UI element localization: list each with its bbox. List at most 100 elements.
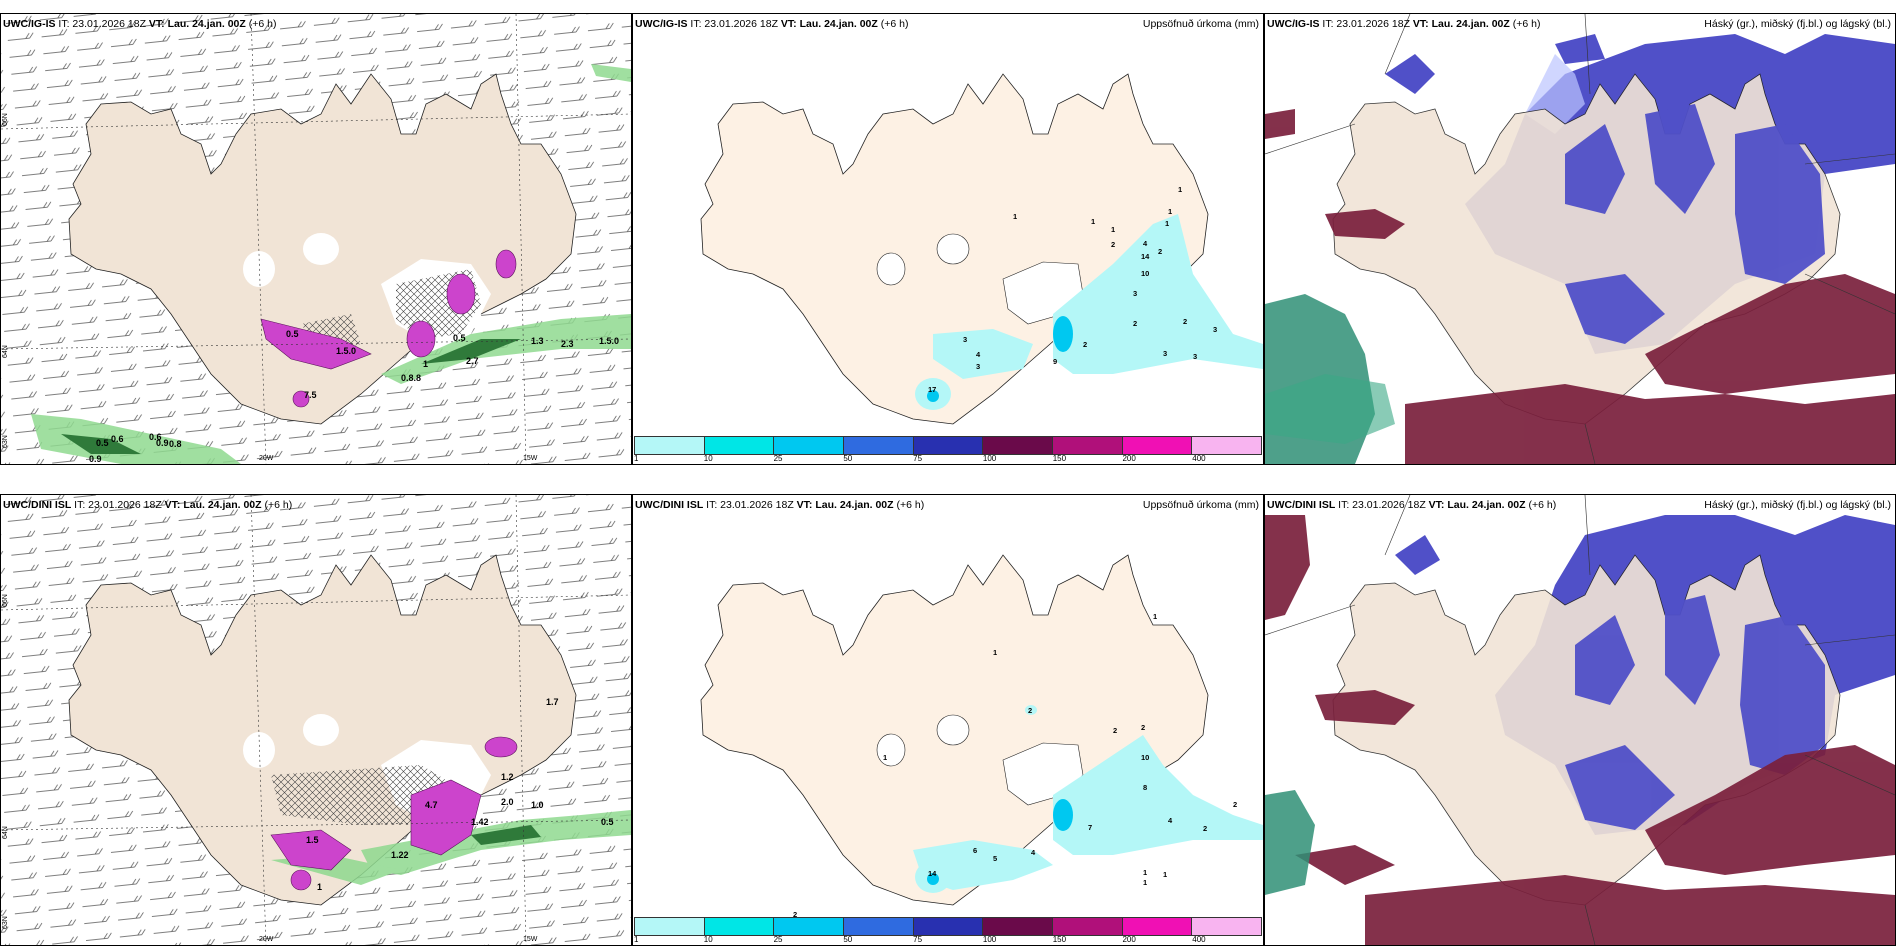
legend-swatch-75 [913,437,984,454]
precip-value: 2 [1133,319,1137,328]
precip-value: 3 [1213,325,1217,334]
precip-map-top: 1 1 1 1 2 4 14 10 3 1 2 2 2 3 3 3 3 4 3 … [700,73,1263,425]
precip-value: 7 [1088,823,1092,832]
snow-label: 1.7 [546,697,559,707]
low-cloud-blue-over-land [1565,595,1825,830]
mid-cloud-maroon [1265,109,1895,464]
precip-value: 3 [963,335,967,344]
precip-legend: 1 10 25 50 75 100 150 200 400 [633,436,1263,464]
panel-variable-title: Háský (gr.), miðský (fj.bl.) og lágský (… [1704,18,1891,30]
lat-label-63n: 63N [2,916,9,929]
precip-value: 1 [1111,225,1115,234]
panel-variable-title: Uppsöfnuð úrkoma (mm) [1142,499,1259,511]
snow-label: 1.5.0 [336,346,356,356]
precip-value: 1 [1143,878,1147,887]
precip-value: 3 [1193,352,1197,361]
cloud-map-top [1265,14,1895,464]
low-cloud-blue-over-land [1565,104,1825,344]
legend-swatch-75 [913,918,984,935]
precip-medium-area [927,799,1073,885]
legend-label: 100 [982,935,997,944]
precip-value: 3 [1163,349,1167,358]
panel-bottom-right-clouds: UWC/DINI ISL IT: 23.01.2026 18Z VT: Lau.… [1264,494,1896,946]
precip-values: 1 1 1 1 2 4 14 10 3 1 2 2 2 3 3 3 3 4 3 … [928,185,1217,394]
panel-bottom-middle-precip: UWC/DINI ISL IT: 23.01.2026 18Z VT: Lau.… [632,494,1264,946]
legend-swatch-50 [844,437,914,454]
snow-label: 1.5.0 [599,336,619,346]
legend-label: 150 [1052,454,1067,463]
legend-swatch-200 [1122,437,1193,454]
snow-label: 0.6 [149,432,162,442]
precip-value: 10 [1141,753,1149,762]
graticule [1,14,631,464]
legend-label: 400 [1192,935,1206,944]
panel-title: UWC/IG-IS IT: 23.01.2026 18Z VT: Lau. 24… [1267,18,1541,30]
panel-title: UWC/IG-IS IT: 23.01.2026 18Z VT: Lau. 24… [635,18,909,30]
legend-swatch-50 [844,918,914,935]
boundary-lines [1265,14,1895,464]
panel-top-middle-precip: UWC/IG-IS IT: 23.01.2026 18Z VT: Lau. 24… [632,13,1264,465]
legend-swatch-400 [1192,918,1262,935]
snow-label: 1.2 [501,772,514,782]
precip-value: 1 [1153,612,1157,621]
legend-swatch-100 [983,437,1054,454]
lon-label-15w: 15W [523,455,538,462]
precip-value: 2 [1111,240,1115,249]
legend-swatch-100 [983,918,1054,935]
snow-magenta-cells [260,249,517,408]
legend-label: 200 [1122,935,1136,944]
precip-medium-area [927,316,1073,402]
snow-labels: 0.5 0.6 0.6 0.9 0.8 0.9 0.5 0.5 0.8.8 2.… [89,329,619,464]
precip-value: 17 [928,385,936,394]
legend-label: 50 [843,935,853,944]
precip-value: 4 [1168,816,1173,825]
precip-value: 2 [1158,247,1162,256]
panel-bottom-left-wind-snow: UWC/DINI ISL IT: 23.01.2026 18Z VT: Lau.… [0,494,632,946]
precip-value: 6 [973,846,977,855]
precip-value: 1 [1013,212,1017,221]
snow-label: 1 [423,359,428,369]
wind-snow-map-top: 0.5 0.6 0.6 0.9 0.8 0.9 0.5 0.5 0.8.8 2.… [1,14,631,464]
panel-top-left-wind-snow: UWC/IG-IS IT: 23.01.2026 18Z VT: Lau. 24… [0,13,632,465]
legend-swatch-150 [1053,918,1123,935]
snow-label: 2.0 [501,797,514,807]
precip-value: 14 [1141,252,1150,261]
mid-cloud-maroon [1265,515,1895,945]
precip-value: 1 [993,648,997,657]
snow-label: 0.6 [111,434,124,444]
precip-value: 2 [1113,726,1117,735]
snow-label: 0.9 [89,454,102,464]
lat-label-64n: 64N [2,345,9,358]
legend-label: 50 [843,454,853,463]
snow-label: 0.5 [286,329,299,339]
snow-label: 1 [317,882,322,892]
precip-map-bottom: 1 1 2 2 2 10 8 7 4 2 2 6 5 4 14 1 1 1 2 … [700,554,1263,919]
legend-swatch-1 [635,437,705,454]
lat-label-64n: 64N [2,826,9,839]
precip-value: 2 [1141,723,1145,732]
snow-label: 4.7 [425,800,438,810]
boundary-lines [1265,495,1895,945]
legend-label: 10 [703,935,713,944]
precip-value: 2 [793,910,797,919]
legend-swatch-25 [774,918,845,935]
lat-label-66n: 66N [2,594,9,607]
panel-variable-title: Uppsöfnuð úrkoma (mm) [1142,18,1259,30]
precip-light-area [915,214,1263,410]
snow-labels: 1.7 1.2 1.0 0.5 1.42 2.0 1.22 1.5 4.7 1 [306,697,614,892]
precip-value: 1 [1178,185,1182,194]
precip-values: 1 1 2 2 2 10 8 7 4 2 2 6 5 4 14 1 1 1 2 … [793,612,1237,919]
precip-value: 5 [993,854,997,863]
snow-label: 1.5 [306,835,319,845]
lon-label-20w: 20W [259,455,274,462]
precip-value: 2 [1028,706,1032,715]
snow-label: 0.8 [169,439,182,449]
snow-label: 1.3 [531,336,544,346]
precip-value: 1 [1091,217,1095,226]
panel-title: UWC/DINI ISL IT: 23.01.2026 18Z VT: Lau.… [1267,499,1557,511]
snow-label: 0.8.8 [401,373,421,383]
legend-swatch-10 [704,437,775,454]
precip-value: 3 [1133,289,1137,298]
graticule [1,495,631,945]
precip-value: 1 [1165,219,1169,228]
